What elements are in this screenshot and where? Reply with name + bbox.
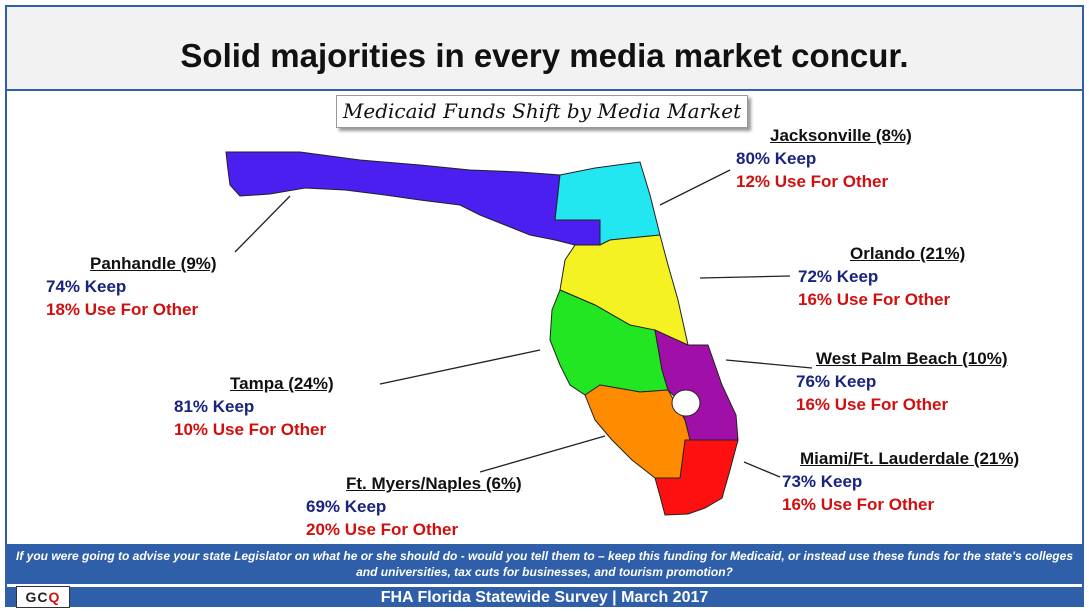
market-name: Jacksonville (8%) (770, 126, 912, 145)
gcq-logo: GCQ (16, 586, 70, 608)
region-panhandle (225, 151, 601, 246)
leader-line-ft-myers (479, 435, 606, 473)
label-tampa: Tampa (24%) 81% Keep 10% Use For Other (174, 372, 334, 441)
market-other: 16% Use For Other (796, 395, 949, 414)
logo-text-q: Q (48, 589, 61, 605)
label-miami: Miami/Ft. Lauderdale (21%) 73% Keep 16% … (782, 447, 1019, 516)
market-name: West Palm Beach (10%) (816, 349, 1008, 368)
market-keep: 69% Keep (306, 497, 387, 516)
market-keep: 74% Keep (46, 277, 127, 296)
label-jacksonville: Jacksonville (8%) 80% Keep 12% Use For O… (736, 124, 912, 193)
market-other: 20% Use For Other (306, 520, 459, 539)
market-keep: 81% Keep (174, 397, 255, 416)
logo-text: GC (25, 589, 49, 605)
page-title: Solid majorities in every media market c… (180, 37, 909, 74)
label-ft-myers-naples: Ft. Myers/Naples (6%) 69% Keep 20% Use F… (306, 472, 522, 541)
market-name: Miami/Ft. Lauderdale (21%) (800, 449, 1020, 468)
market-name: Tampa (24%) (230, 374, 334, 393)
title-bar: Solid majorities in every media market c… (7, 7, 1082, 91)
market-other: 12% Use For Other (736, 172, 889, 191)
leader-line-panhandle (234, 195, 291, 253)
market-name: Ft. Myers/Naples (6%) (346, 474, 522, 493)
market-other: 18% Use For Other (46, 300, 199, 319)
market-other: 10% Use For Other (174, 420, 327, 439)
label-orlando: Orlando (21%) 72% Keep 16% Use For Other (798, 242, 965, 311)
subtitle-box: Medicaid Funds Shift by Media Market (336, 95, 748, 128)
market-keep: 73% Keep (782, 472, 863, 491)
leader-line-jacksonville (659, 169, 731, 206)
leader-line-tampa (379, 349, 541, 385)
market-name: Orlando (21%) (850, 244, 966, 263)
map-subtitle: Medicaid Funds Shift by Media Market (342, 99, 742, 123)
leader-line-orlando (699, 275, 791, 279)
footer: FHA Florida Statewide Survey | March 201… (7, 587, 1082, 607)
market-keep: 80% Keep (736, 149, 817, 168)
market-other: 16% Use For Other (782, 495, 935, 514)
market-name: Panhandle (9%) (90, 254, 217, 273)
market-keep: 72% Keep (798, 267, 879, 286)
region-orlando (559, 234, 689, 346)
market-keep: 76% Keep (796, 372, 877, 391)
leader-line-miami (743, 461, 781, 478)
label-panhandle: Panhandle (9%) 74% Keep 18% Use For Othe… (46, 252, 217, 321)
leader-line-west-palm-beach (725, 359, 813, 369)
market-other: 16% Use For Other (798, 290, 951, 309)
region-miami (654, 439, 739, 516)
survey-question: If you were going to advise your state L… (7, 544, 1082, 584)
label-west-palm-beach: West Palm Beach (10%) 76% Keep 16% Use F… (796, 347, 1007, 416)
lake-okeechobee (671, 389, 701, 417)
